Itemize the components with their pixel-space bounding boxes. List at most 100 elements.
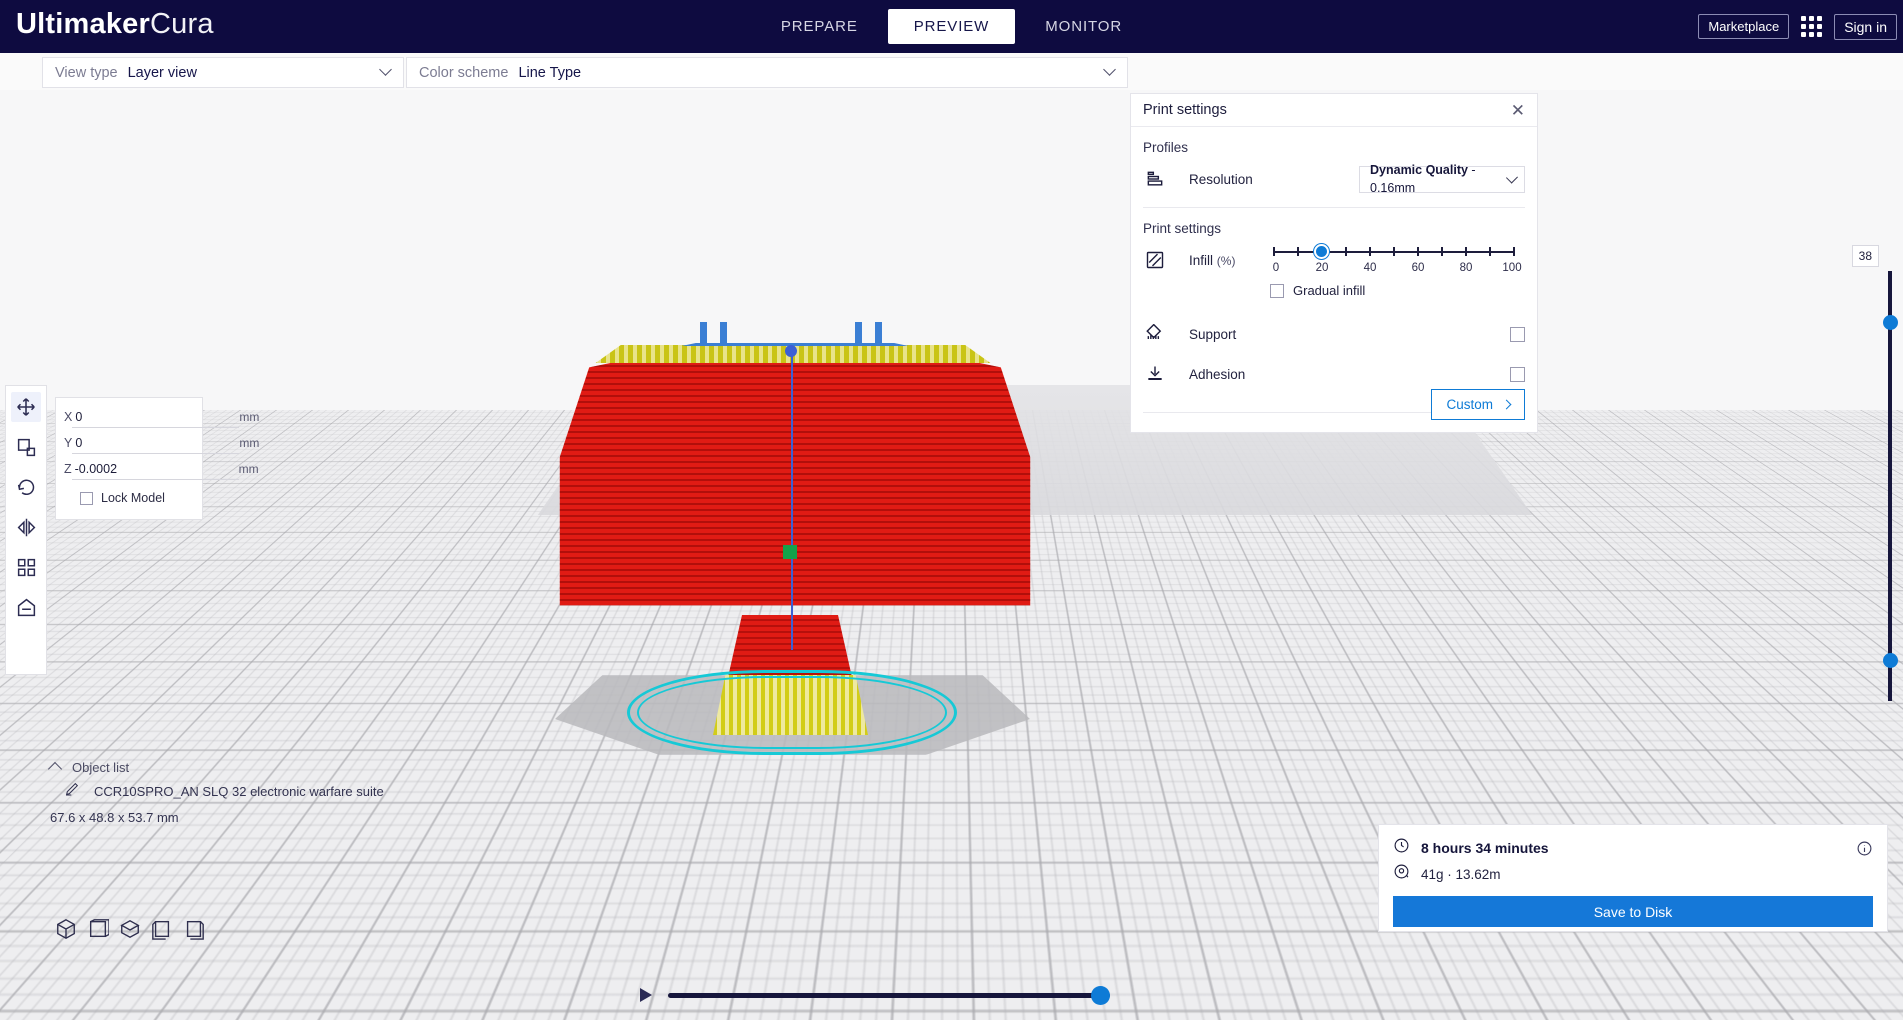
material-usage-value: 41g · 13.62m [1421,866,1501,882]
material-usage-row: 41g · 13.62m [1393,861,1873,887]
object-dimensions: 67.6 x 48.8 x 53.7 mm [50,810,179,825]
playback-slider-handle[interactable] [1091,985,1110,1005]
adhesion-checkbox[interactable] [1510,366,1525,382]
view-top-icon[interactable] [119,918,141,940]
infill-tick-0: 0 [1272,262,1280,274]
model-brim [627,670,957,755]
model-nub-icon [700,322,707,348]
sign-in-button[interactable]: Sign in [1834,13,1897,40]
application-header: UltimakerCura PREPARE PREVIEW MONITOR Ma… [0,0,1903,53]
adhesion-row: Adhesion [1131,354,1537,394]
panel-divider [1143,207,1525,208]
color-scheme-value: Line Type [518,64,582,81]
print-settings-panel: Print settings ✕ Profiles Resolution Dyn… [1130,93,1538,433]
infill-tick-40: 40 [1363,262,1377,274]
marketplace-button[interactable]: Marketplace [1698,14,1790,39]
color-scheme-dropdown[interactable]: Color scheme Line Type [406,57,1128,88]
lock-model-label: Lock Model [101,491,165,505]
gradual-infill-label: Gradual infill [1293,283,1366,298]
adhesion-label: Adhesion [1189,366,1246,382]
per-model-settings-tool[interactable] [11,552,41,582]
chevron-right-icon [1501,399,1512,410]
infill-tick-60: 60 [1411,262,1425,274]
view-left-icon[interactable] [151,918,173,940]
panel-divider-bottom [1143,412,1525,413]
list-item[interactable]: CCR10SPRO_AN SLQ 32 electronic warfare s… [64,778,470,804]
close-icon[interactable]: ✕ [1510,100,1525,120]
sliced-model-preview[interactable] [545,250,1045,760]
play-icon[interactable] [640,988,652,1002]
position-panel: X mm Y mm Z mm Lock Model [55,397,259,520]
y-axis-label: Y [64,436,73,450]
save-to-disk-button[interactable]: Save to Disk [1393,896,1873,927]
color-scheme-label: Color scheme [419,64,509,81]
resolution-value-bold: Dynamic Quality [1370,163,1468,177]
layer-slider-track[interactable] [1888,271,1892,701]
layer-slider: 38 [1851,245,1898,745]
layer-number-badge: 38 [1851,245,1879,267]
position-row-x: X mm [64,404,259,430]
print-time-value: 8 hours 34 minutes [1421,840,1549,856]
print-settings-header: Print settings ✕ [1131,94,1537,127]
scale-tool[interactable] [11,432,41,462]
model-infill-body [559,345,1031,606]
move-tool[interactable] [11,392,41,422]
support-row: Support [1131,314,1537,354]
custom-settings-button[interactable]: Custom [1431,389,1525,420]
view-type-dropdown[interactable]: View type Layer view [42,57,404,88]
model-center-handle[interactable] [783,545,797,559]
object-list-title: Object list [72,759,130,775]
print-info-card: 8 hours 34 minutes 41g · 13.62m Save to … [1378,824,1888,932]
infill-slider[interactable]: 0 20 40 60 80 100 [1272,243,1522,283]
resolution-dropdown[interactable]: Dynamic Quality - 0.16mm [1359,163,1525,195]
brand-light: Cura [149,8,214,40]
object-list: Object list CCR10SPRO_AN SLQ 32 electron… [47,756,470,825]
mirror-tool[interactable] [11,512,41,542]
grid-apps-icon[interactable] [1801,16,1823,37]
x-position-input[interactable] [72,406,240,428]
layer-slider-lower-handle[interactable] [1883,653,1898,668]
object-list-header[interactable]: Object list [47,756,470,778]
support-checkbox[interactable] [1510,326,1525,342]
support-blocker-tool[interactable] [11,592,41,622]
3d-viewport[interactable]: X mm Y mm Z mm Lock Model O [0,90,1903,1020]
z-unit-label: mm [238,462,259,476]
tab-preview[interactable]: PREVIEW [887,9,1016,44]
layer-slider-upper-handle[interactable] [1883,315,1898,330]
resolution-row: Resolution Dynamic Quality - 0.16mm [1131,159,1537,199]
chevron-down-icon [381,67,392,78]
z-position-input[interactable] [71,458,239,480]
gradual-infill-checkbox[interactable] [1270,283,1284,298]
gradual-infill-row[interactable]: Gradual infill [1270,283,1365,298]
model-top-handle[interactable] [785,345,797,357]
playback-slider-track[interactable] [668,985,1110,1005]
infill-label-text: Infill [1189,252,1214,268]
infill-tick-20: 20 [1315,262,1329,274]
model-wall-outline [556,343,1034,614]
tab-monitor[interactable]: MONITOR [1045,18,1123,35]
view-3d-icon[interactable] [55,918,77,940]
infill-slider-handle[interactable] [1314,244,1329,259]
chevron-down-icon [1105,67,1116,78]
header-right-actions: Marketplace Sign in [1698,0,1899,53]
clock-icon [1393,837,1410,859]
resolution-value-rest: - 0.16mm [1370,163,1476,195]
infill-unit-text: (%) [1216,253,1236,268]
layer-playback-bar [640,982,1110,1008]
chevron-up-icon [47,761,63,777]
infill-tick-80: 80 [1459,262,1473,274]
pencil-icon [64,781,80,802]
lock-model-row[interactable]: Lock Model [80,491,194,505]
tab-prepare[interactable]: PREPARE [780,18,858,35]
info-icon[interactable] [1856,840,1873,857]
rotate-tool[interactable] [11,472,41,502]
infill-tick-100: 100 [1502,262,1522,274]
view-toolbar: View type Layer view Color scheme Line T… [0,53,1903,143]
resolution-label: Resolution [1189,171,1253,187]
lock-model-checkbox[interactable] [80,491,93,505]
tool-palette [5,385,47,675]
model-nub-icon [720,322,727,348]
view-right-icon[interactable] [183,918,205,940]
view-front-icon[interactable] [87,918,110,940]
y-position-input[interactable] [72,432,240,454]
